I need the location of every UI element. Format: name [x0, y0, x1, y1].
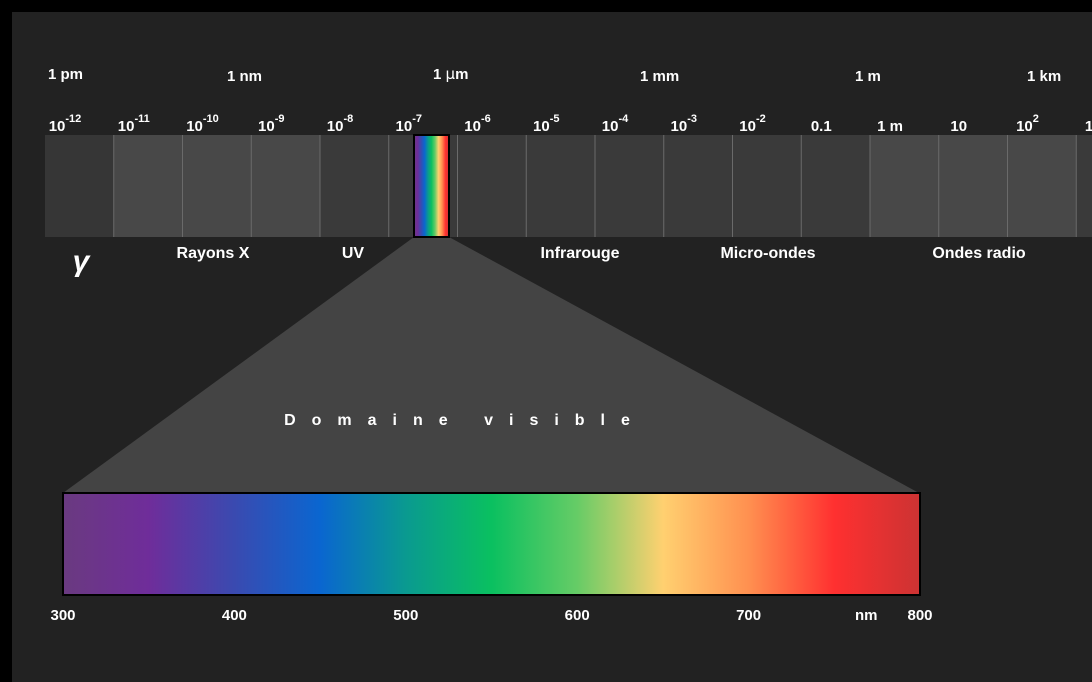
tick-label-exponent: -5 — [550, 113, 560, 125]
tick-label-base: 10 — [739, 118, 756, 135]
band-region — [870, 135, 1077, 237]
tick-label-exponent: -12 — [65, 113, 81, 125]
visible-axis-tick-label: 300 — [50, 607, 75, 624]
visible-spectrum-bar — [62, 492, 921, 596]
tick-label: 10-6 — [464, 113, 490, 135]
unit-label-km: 1 km — [1027, 68, 1061, 85]
tick-label-base: 10 — [49, 118, 66, 135]
visible-axis-unit: nm — [855, 607, 878, 624]
tick-label-base: 10 — [602, 118, 619, 135]
tick-label-base: 10 — [327, 118, 344, 135]
region-label-xray: Rayons X — [177, 245, 250, 262]
unit-label-pm: 1 pm — [48, 66, 83, 83]
tick-label-exponent: -10 — [203, 113, 219, 125]
tick-label-exponent: -2 — [756, 113, 766, 125]
tick-label: 103 — [1085, 113, 1092, 135]
visible-domain-title: Domaine visible — [284, 412, 646, 429]
tick-label: 10-8 — [327, 113, 353, 135]
tick-label: 0.1 — [811, 118, 832, 135]
tick-label: 10-10 — [186, 113, 219, 135]
region-label-radio: Ondes radio — [932, 245, 1026, 262]
unit-label-mm: 1 mm — [640, 68, 679, 85]
tick-label-base: 10 — [533, 118, 550, 135]
unit-label-nm: 1 nm — [227, 68, 262, 85]
tick-label: 10 — [950, 118, 967, 135]
region-label-gamma: γ — [73, 245, 92, 278]
visible-zoom-cone — [63, 237, 919, 493]
tick-label: 10-5 — [533, 113, 559, 135]
region-labels: γ Rayons X UV Infrarouge Micro-ondes Ond… — [73, 245, 1026, 278]
tick-label: 10-2 — [739, 113, 765, 135]
tick-label-exponent: -9 — [275, 113, 285, 125]
tick-label-base: 10 — [396, 118, 413, 135]
visible-axis-tick-label: 400 — [222, 607, 247, 624]
tick-label: 10-9 — [258, 113, 284, 135]
tick-label-exponent: -6 — [481, 113, 491, 125]
tick-label-base: 10 — [258, 118, 275, 135]
band-region — [45, 135, 114, 237]
tick-label-base: 10 — [118, 118, 135, 135]
spectrum-band — [45, 135, 1092, 237]
visible-axis-tick-label: 600 — [565, 607, 590, 624]
tick-label: 10-11 — [118, 113, 150, 135]
visible-axis-tick-label: 800 — [907, 607, 932, 624]
visible-strip-in-band — [413, 134, 450, 238]
unit-label-m: 1 m — [855, 68, 881, 85]
tick-label-base: 1 m — [877, 118, 903, 135]
tick-label: 10-3 — [671, 113, 697, 135]
tick-label-exponent: -3 — [687, 113, 697, 125]
tick-label: 10-4 — [602, 113, 629, 135]
unit-label-um-mu: μ — [446, 65, 456, 83]
tick-label-exponent: -8 — [343, 113, 353, 125]
wavelength-tick-labels: 10-12 10-11 10-10 10-9 10-8 10-7 10-6 10-5 10-4 1… — [49, 113, 1092, 135]
tick-label-exponent: -7 — [412, 113, 422, 125]
tick-label-base: 10 — [671, 118, 688, 135]
tick-label-base: 0.1 — [811, 118, 832, 135]
tick-label-exponent: 2 — [1033, 113, 1039, 125]
tick-label: 102 — [1016, 113, 1039, 135]
region-label-microwaves: Micro-ondes — [720, 245, 815, 262]
tick-label-base: 10 — [186, 118, 203, 135]
unit-label-um-number: 1 — [433, 66, 446, 83]
unit-label-um: 1 μm — [433, 65, 468, 83]
tick-label-exponent: -11 — [134, 113, 149, 125]
tick-label-base: 10 — [1016, 118, 1033, 135]
region-label-infrared: Infrarouge — [540, 245, 619, 262]
tick-label-base: 10 — [1085, 118, 1092, 135]
visible-axis-tick-label: 500 — [393, 607, 418, 624]
visible-axis-labels: 300 400 500 600 700 800 — [50, 607, 932, 624]
scale-unit-labels: 1 pm 1 nm 1 μm 1 mm 1 m 1 km — [48, 65, 1061, 85]
unit-label-um-m: m — [455, 66, 468, 83]
tick-label-base: 10 — [464, 118, 481, 135]
band-region — [113, 135, 320, 237]
tick-label-exponent: -4 — [618, 113, 629, 125]
band-region — [1076, 135, 1092, 237]
visible-axis-tick-label: 700 — [736, 607, 761, 624]
tick-label: 10-7 — [396, 113, 422, 135]
tick-label-base: 10 — [950, 118, 967, 135]
region-label-uv: UV — [342, 245, 365, 262]
tick-label: 10-12 — [49, 113, 82, 135]
tick-label: 1 m — [877, 118, 903, 135]
